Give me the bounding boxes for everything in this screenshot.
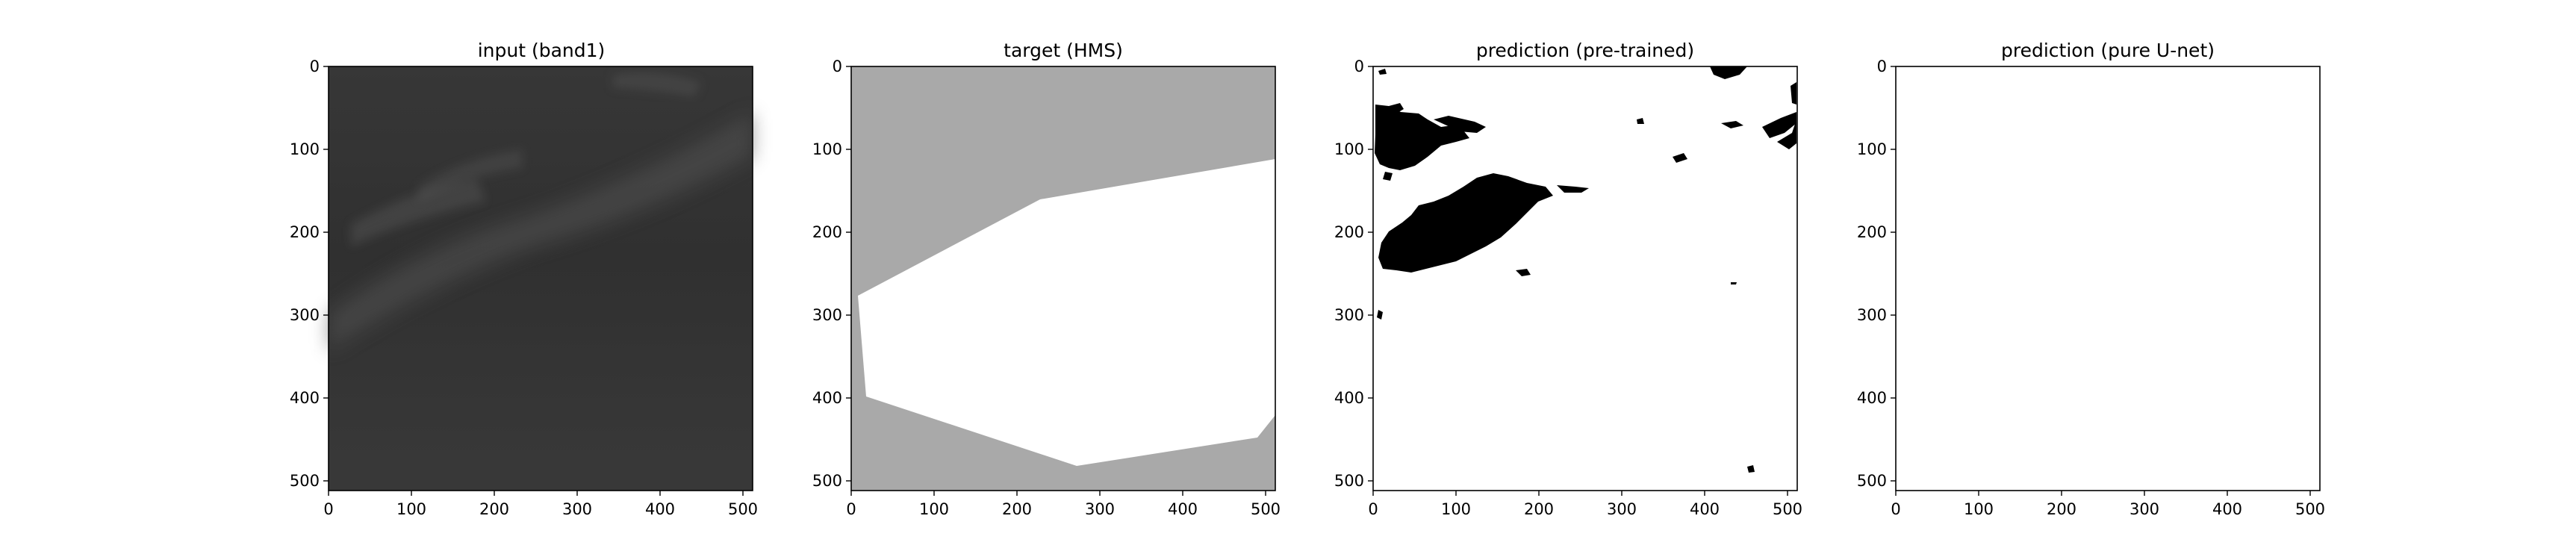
- x-tick-label: 100: [1964, 500, 1994, 518]
- y-tick-label: 0: [1877, 57, 1887, 75]
- y-tick-label: 400: [1334, 389, 1364, 407]
- x-tick-label: 300: [2129, 500, 2159, 518]
- input-image: [329, 66, 753, 491]
- y-tick-label: 200: [1334, 223, 1364, 241]
- y-tick-label: 400: [812, 389, 842, 407]
- panel-unet: prediction (pure U-net) 0 100 200 300 40…: [1857, 40, 2325, 518]
- y-axis-input: 0 100 200 300 400 500: [290, 57, 329, 490]
- y-tick-label: 300: [1334, 306, 1364, 324]
- y-tick-label: 500: [290, 472, 320, 490]
- y-tick-label: 400: [290, 389, 320, 407]
- y-axis-target: 0 100 200 300 400 500: [812, 57, 851, 490]
- pretrained-image: [1373, 66, 1797, 491]
- x-tick-label: 200: [1524, 500, 1554, 518]
- y-tick-label: 300: [812, 306, 842, 324]
- y-tick-label: 300: [290, 306, 320, 324]
- x-tick-label: 300: [562, 500, 592, 518]
- y-tick-label: 300: [1857, 306, 1887, 324]
- y-tick-label: 200: [812, 223, 842, 241]
- panel-title-input: input (band1): [478, 40, 606, 61]
- y-tick-label: 200: [1857, 223, 1887, 241]
- x-tick-label: 500: [728, 500, 758, 518]
- y-tick-label: 0: [310, 57, 320, 75]
- x-tick-label: 200: [1002, 500, 1032, 518]
- x-axis-target: 0 100 200 300 400 500: [846, 491, 1281, 518]
- panel-target: target (HMS) 0 100 200 300 400 500: [812, 40, 1281, 518]
- panel-title-pretrained: prediction (pre-trained): [1476, 40, 1694, 61]
- x-tick-label: 0: [846, 500, 856, 518]
- y-tick-label: 100: [812, 140, 842, 158]
- x-tick-label: 200: [2047, 500, 2076, 518]
- y-tick-label: 500: [1334, 472, 1364, 490]
- unet-image: [1896, 66, 2320, 491]
- y-tick-label: 500: [812, 472, 842, 490]
- y-tick-label: 0: [833, 57, 842, 75]
- x-tick-label: 500: [1773, 500, 1802, 518]
- x-tick-label: 400: [2212, 500, 2242, 518]
- x-tick-label: 200: [479, 500, 509, 518]
- x-axis-input: 0 100 200 300 400 500: [323, 491, 758, 518]
- panel-title-unet: prediction (pure U-net): [2001, 40, 2215, 61]
- y-tick-label: 100: [1857, 140, 1887, 158]
- y-axis-unet: 0 100 200 300 400 500: [1857, 57, 1896, 490]
- x-tick-label: 300: [1085, 500, 1115, 518]
- y-tick-label: 200: [290, 223, 320, 241]
- prediction-blob: [1731, 282, 1737, 284]
- y-tick-label: 100: [1334, 140, 1364, 158]
- x-axis-pretrained: 0 100 200 300 400 500: [1368, 491, 1802, 518]
- y-tick-label: 500: [1857, 472, 1887, 490]
- x-tick-label: 300: [1607, 500, 1637, 518]
- x-tick-label: 100: [1441, 500, 1471, 518]
- panel-input: input (band1) 0 100 200 300 400 500: [290, 40, 758, 518]
- x-tick-label: 100: [919, 500, 949, 518]
- x-tick-label: 0: [1891, 500, 1900, 518]
- y-tick-label: 0: [1354, 57, 1364, 75]
- x-tick-label: 500: [1251, 500, 1281, 518]
- y-tick-label: 400: [1857, 389, 1887, 407]
- panel-pretrained: prediction (pre-trained): [1334, 40, 1802, 518]
- target-image: [851, 66, 1275, 491]
- x-tick-label: 0: [1368, 500, 1378, 518]
- x-tick-label: 100: [396, 500, 426, 518]
- x-axis-unet: 0 100 200 300 400 500: [1891, 491, 2325, 518]
- y-axis-pretrained: 0 100 200 300 400 500: [1334, 57, 1373, 490]
- x-tick-label: 400: [1690, 500, 1720, 518]
- x-tick-label: 0: [323, 500, 333, 518]
- x-tick-label: 400: [645, 500, 675, 518]
- panel-title-target: target (HMS): [1004, 40, 1123, 61]
- y-tick-label: 100: [290, 140, 320, 158]
- x-tick-label: 400: [1168, 500, 1198, 518]
- x-tick-label: 500: [2295, 500, 2325, 518]
